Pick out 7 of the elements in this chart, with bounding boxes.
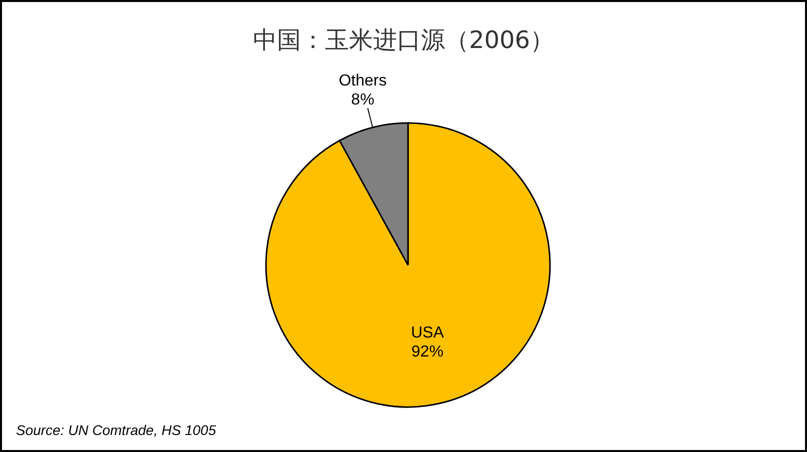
slice-label: USA	[410, 324, 444, 342]
slice-label: Others	[338, 72, 387, 90]
data-label: 92%	[411, 344, 444, 361]
data-label: 8%	[351, 92, 374, 109]
source-note: Source: UN Comtrade, HS 1005	[16, 422, 216, 438]
chart-title: 中国：玉米进口源（2006）	[252, 25, 556, 56]
pie-slice	[265, 122, 551, 408]
